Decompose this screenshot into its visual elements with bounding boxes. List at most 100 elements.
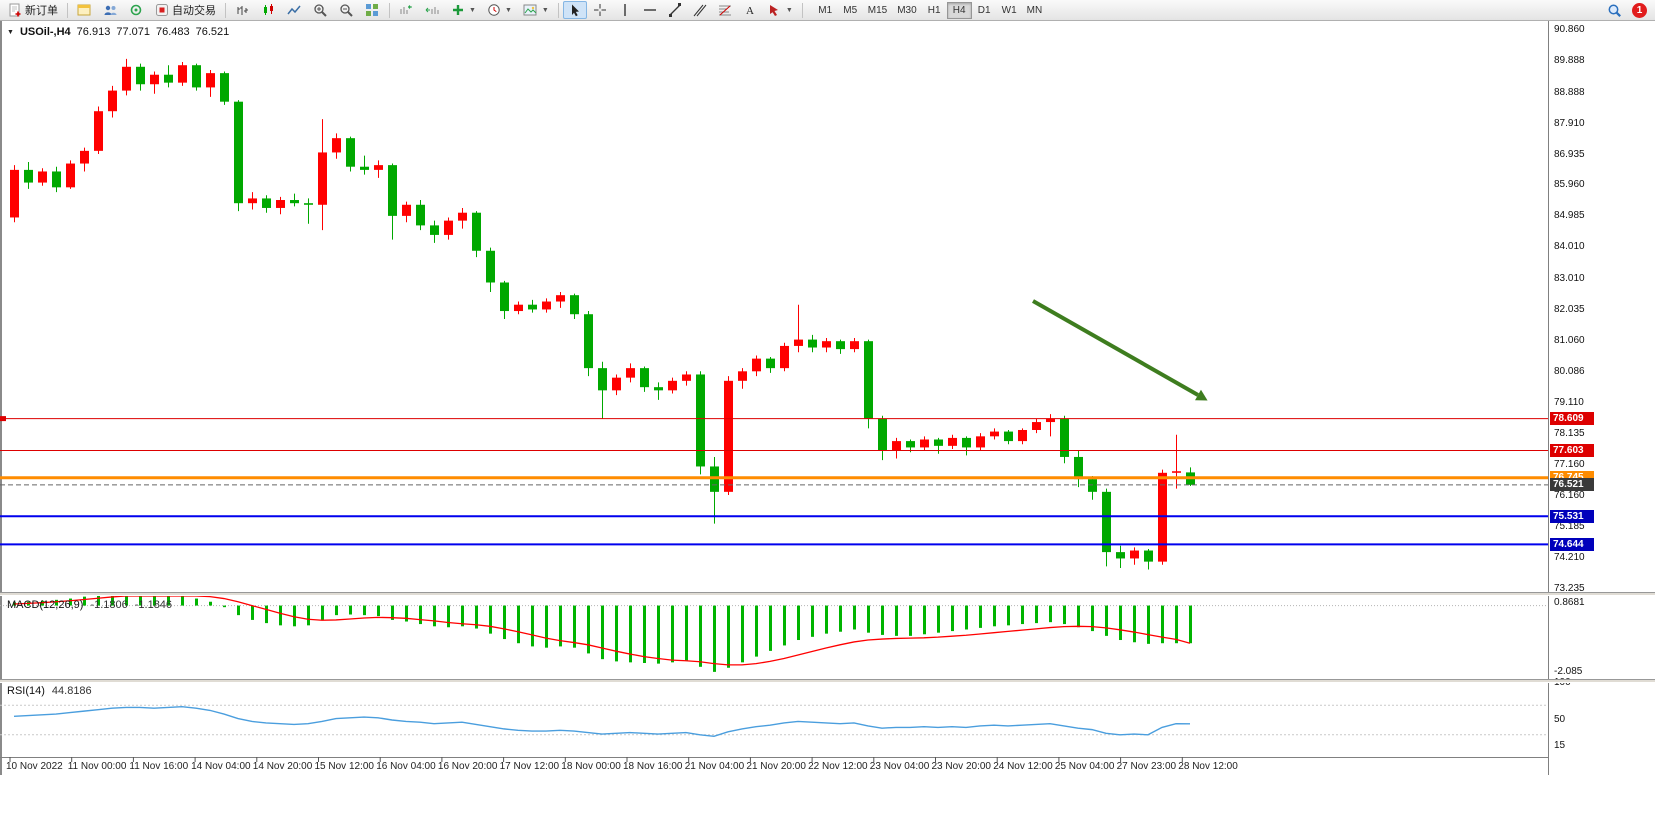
timeframe-button-w1[interactable]: W1 (997, 2, 1022, 19)
zoom-out-icon (340, 4, 353, 17)
periods-button[interactable]: ▼ (482, 1, 517, 19)
timeframe-button-m30[interactable]: M30 (892, 2, 921, 19)
autotrading-button[interactable]: 自动交易 (150, 1, 221, 19)
price-axis-label: 75.185 (1554, 521, 1585, 533)
timeframe-button-m5[interactable]: M5 (838, 2, 863, 19)
add-indicator-button[interactable]: ▼ (446, 1, 481, 19)
timeframe-button-mn[interactable]: MN (1022, 2, 1048, 19)
time-axis-label: 11 Nov 00:00 (67, 761, 127, 772)
timeframe-button-m15[interactable]: M15 (863, 2, 892, 19)
pane-splitter-macd[interactable] (0, 592, 1655, 596)
fibonacci-icon (718, 5, 731, 16)
new-order-label: 新订单 (25, 5, 58, 17)
rsi-indicator-label: RSI(14) 44.8186 (7, 685, 92, 697)
window-left-border (0, 21, 2, 775)
chart-shift-button[interactable] (420, 1, 445, 19)
time-axis-label: 11 Nov 16:00 (129, 761, 189, 772)
time-axis-label: 27 Nov 23:00 (1116, 761, 1177, 772)
alerts-button[interactable] (124, 1, 149, 19)
zoom-out-button[interactable] (334, 1, 359, 19)
macd-axis-label: -2.085 (1554, 666, 1583, 678)
quote-header: ▼ USOil-,H4 76.913 77.071 76.483 76.521 (7, 26, 229, 38)
quote-close: 76.521 (195, 26, 230, 38)
zoom-in-button[interactable] (308, 1, 333, 19)
new-order-button[interactable]: 新订单 (3, 1, 63, 19)
tile-windows-button[interactable] (360, 1, 385, 19)
horizontal-line-tool-button[interactable] (638, 1, 662, 19)
time-axis-label: 21 Nov 04:00 (684, 761, 745, 772)
bar-chart-button[interactable] (230, 1, 255, 19)
time-axis-label: 14 Nov 04:00 (191, 761, 251, 772)
notification-badge[interactable]: 1 (1632, 2, 1647, 18)
text-icon: A (746, 5, 754, 17)
time-axis-label: 23 Nov 04:00 (869, 761, 930, 772)
price-tag: 75.531 (1550, 509, 1594, 523)
price-axis-label: 84.010 (1554, 241, 1585, 253)
pane-splitter-rsi[interactable] (0, 679, 1655, 683)
toolbar-separator (225, 2, 226, 18)
macd-value-main: -1.1806 (90, 599, 128, 611)
price-axis-label: 78.135 (1554, 427, 1585, 439)
arrow-shape-icon (769, 5, 778, 16)
alerts-icon (130, 4, 142, 16)
chevron-down-icon: ▼ (469, 6, 476, 14)
toolbar-separator (67, 2, 68, 18)
price-axis-label: 86.935 (1554, 148, 1585, 160)
auto-scroll-button[interactable] (394, 1, 419, 19)
price-axis-label: 79.110 (1554, 396, 1584, 408)
chart-canvas[interactable] (0, 21, 1548, 775)
time-axis-label: 18 Nov 16:00 (623, 761, 683, 772)
timeframe-button-m1[interactable]: M1 (813, 2, 838, 19)
time-axis-label: 18 Nov 00:00 (561, 761, 621, 772)
search-button[interactable] (1602, 1, 1627, 19)
vertical-line-tool-button[interactable] (613, 1, 637, 19)
timeframe-button-h4[interactable]: H4 (946, 1, 972, 19)
profiles-button[interactable] (98, 1, 123, 19)
time-axis-label: 16 Nov 04:00 (376, 761, 436, 772)
line-chart-button[interactable] (282, 1, 307, 19)
time-axis-label: 10 Nov 2022 (6, 761, 63, 772)
price-tag: 74.644 (1550, 537, 1594, 551)
fibonacci-tool-button[interactable] (713, 1, 737, 19)
symbol-period-label: USOil-,H4 (19, 26, 71, 38)
rsi-axis-label: 50 (1554, 714, 1566, 725)
vertical-line-icon (624, 4, 626, 16)
templates-button[interactable]: ▼ (518, 1, 554, 19)
charts-button[interactable] (72, 1, 97, 19)
text-tool-button[interactable]: A (738, 1, 762, 19)
price-axis-label: 84.985 (1554, 210, 1585, 222)
price-axis-label: 81.060 (1554, 334, 1585, 346)
crosshair-icon (593, 4, 606, 16)
macd-axis-label: 0.8681 (1554, 597, 1585, 608)
time-axis-label: 21 Nov 20:00 (746, 761, 806, 772)
price-tag: 78.609 (1550, 412, 1594, 426)
macd-name: MACD(12,26,9) (7, 599, 84, 611)
price-axis-label: 73.235 (1554, 583, 1585, 595)
candlestick-chart-button[interactable] (256, 1, 281, 19)
crosshair-tool-button[interactable] (588, 1, 612, 19)
time-axis-label: 15 Nov 12:00 (314, 761, 375, 772)
rsi-name: RSI(14) (7, 685, 45, 697)
toolbar-separator (389, 2, 390, 18)
tile-windows-icon (366, 4, 378, 16)
new-order-icon (9, 3, 21, 17)
zoom-in-icon (314, 4, 327, 17)
shapes-tool-button[interactable]: ▼ (763, 1, 798, 19)
periods-clock-icon (488, 4, 500, 16)
channel-tool-button[interactable] (688, 1, 712, 19)
rsi-axis-label: 15 (1554, 739, 1566, 751)
search-icon (1608, 4, 1621, 17)
timeframe-button-d1[interactable]: D1 (972, 2, 997, 19)
price-tag: 77.603 (1550, 444, 1594, 457)
chevron-down-icon: ▼ (504, 6, 512, 14)
charts-icon (77, 4, 91, 16)
time-axis-label: 14 Nov 20:00 (252, 761, 313, 772)
window-menu-icon[interactable]: ▼ (7, 28, 14, 36)
autotrading-label: 自动交易 (172, 5, 216, 17)
horizontal-line-icon (643, 9, 656, 11)
price-axis-label: 76.160 (1554, 490, 1585, 502)
chevron-down-icon: ▼ (785, 6, 793, 14)
cursor-tool-button[interactable] (562, 1, 587, 19)
trendline-tool-button[interactable] (663, 1, 687, 19)
timeframe-button-h1[interactable]: H1 (922, 2, 947, 19)
